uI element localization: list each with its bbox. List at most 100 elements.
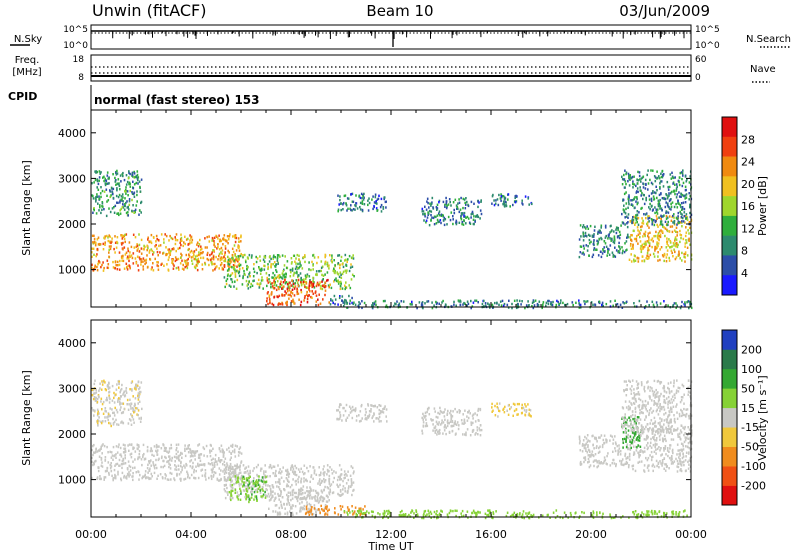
echo-cell (639, 189, 642, 192)
echo-cell (223, 488, 226, 491)
echo-cell (637, 242, 639, 245)
echo-cell (418, 301, 421, 304)
echo-cell (305, 478, 307, 481)
echo-cell (657, 255, 659, 258)
echo-cell (135, 204, 138, 207)
echo-cell (199, 248, 202, 251)
echo-cell (679, 221, 682, 224)
echo-cell (308, 275, 311, 278)
echo-cell (474, 433, 476, 436)
echo-cell (189, 455, 192, 458)
echo-cell (650, 199, 653, 203)
echo-cell (651, 245, 653, 249)
echo-cell (446, 204, 448, 207)
echo-cell (244, 485, 246, 488)
echo-cell (376, 202, 378, 205)
echo-cell (116, 189, 118, 192)
echo-cell (283, 480, 285, 483)
echo-cell (275, 474, 277, 477)
echo-cell (194, 477, 197, 480)
echo-cell (134, 257, 137, 260)
echo-cell (303, 464, 306, 467)
echo-cell (180, 471, 182, 474)
echo-cell (361, 300, 363, 303)
echo-cell (102, 242, 105, 246)
echo-cell (109, 466, 112, 470)
echo-cell (115, 264, 117, 267)
echo-cell (132, 446, 134, 449)
echo-cell (125, 251, 128, 254)
echo-cell (93, 240, 96, 244)
echo-cell (121, 243, 123, 246)
echo-cell (398, 304, 400, 307)
echo-cell (138, 393, 141, 397)
echo-cell (230, 486, 233, 489)
echo-cell (107, 236, 109, 239)
echo-cell (597, 240, 600, 243)
echo-cell (349, 411, 352, 414)
echo-cell (281, 294, 284, 297)
echo-cell (129, 189, 132, 193)
echo-cell (596, 248, 598, 251)
echo-cell (96, 414, 99, 417)
echo-cell (289, 281, 291, 284)
echo-cell (636, 178, 639, 182)
echo-cell (238, 246, 240, 250)
echo-cell (261, 485, 264, 489)
echo-cell (103, 190, 106, 193)
echo-cell (222, 470, 224, 473)
echo-cell (346, 306, 348, 309)
echo-cell (109, 463, 112, 467)
echo-cell (656, 212, 659, 215)
echo-cell (130, 443, 133, 447)
echo-cell (155, 443, 158, 447)
echo-cell (332, 480, 334, 484)
echo-cell (248, 480, 250, 483)
echo-cell (241, 485, 244, 488)
echo-cell (147, 476, 149, 479)
echo-cell (126, 268, 129, 271)
echo-cell (286, 290, 289, 293)
echo-cell (560, 299, 562, 302)
echo-cell (136, 384, 139, 387)
echo-cell (328, 264, 330, 267)
echo-cell (280, 504, 283, 508)
echo-cell (116, 411, 119, 414)
echo-cell (641, 243, 644, 246)
echo-cell (638, 171, 641, 174)
echo-cell (475, 513, 477, 516)
echo-cell (272, 263, 274, 266)
echo-cell (310, 512, 312, 515)
echo-cell (240, 476, 243, 479)
echo-cell (303, 495, 306, 499)
echo-cell (345, 482, 348, 485)
echo-cell (306, 286, 309, 289)
echo-cell (240, 483, 242, 486)
echo-cell (263, 268, 266, 271)
echo-cell (426, 216, 429, 219)
echo-cell (438, 212, 440, 215)
echo-cell (255, 479, 258, 482)
echo-cell (292, 285, 295, 288)
echo-cell (320, 471, 322, 474)
echo-cell (279, 472, 282, 475)
echo-cell (632, 510, 635, 514)
echo-cell (656, 303, 659, 307)
echo-cell (364, 408, 367, 411)
echo-cell (290, 257, 293, 260)
echo-cell (645, 196, 647, 200)
echo-cell (368, 201, 371, 205)
echo-cell (653, 175, 656, 178)
echo-cell (350, 465, 353, 468)
echo-cell (656, 210, 658, 214)
echo-cell (659, 187, 661, 190)
echo-cell (680, 192, 682, 195)
echo-cell (340, 473, 343, 476)
echo-cell (202, 446, 205, 449)
echo-cell (96, 420, 99, 423)
echo-cell (275, 270, 278, 273)
echo-cell (111, 399, 114, 402)
echo-cell (300, 284, 303, 287)
echo-cell (138, 449, 141, 453)
echo-cell (355, 202, 357, 205)
